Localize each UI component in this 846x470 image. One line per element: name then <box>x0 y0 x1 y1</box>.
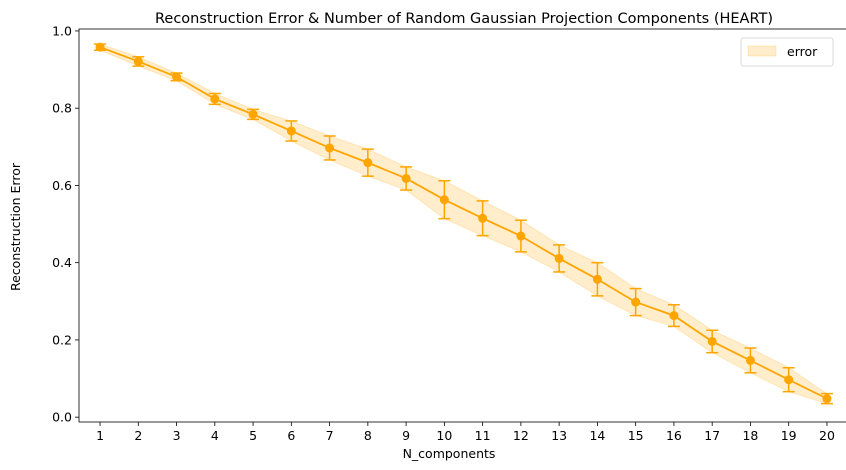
data-point <box>439 195 449 205</box>
data-point <box>133 56 143 66</box>
x-tick-label: 2 <box>134 428 142 443</box>
y-axis-ticks: 0.0 0.2 0.4 0.6 0.8 1.0 <box>52 23 79 425</box>
x-tick-label: 10 <box>436 428 452 443</box>
x-tick-label: 14 <box>589 428 605 443</box>
data-point <box>363 158 373 168</box>
x-axis-ticks: 1 2 3 4 5 6 7 8 9 10 11 12 13 14 15 16 17 18 19 20 <box>96 422 835 443</box>
error-band-layer <box>99 43 828 405</box>
x-tick-label: 11 <box>475 428 491 443</box>
data-point <box>554 253 564 263</box>
x-tick-label: 9 <box>402 428 410 443</box>
x-tick-label: 4 <box>211 428 219 443</box>
x-tick-label: 19 <box>781 428 797 443</box>
x-tick-label: 8 <box>364 428 372 443</box>
x-tick-label: 6 <box>287 428 295 443</box>
data-point <box>478 213 488 223</box>
data-point <box>286 126 296 136</box>
legend-swatch-error <box>747 45 777 57</box>
y-axis-label: Reconstruction Error <box>8 162 23 291</box>
data-point <box>248 109 258 119</box>
x-tick-label: 15 <box>628 428 644 443</box>
data-point <box>325 143 335 153</box>
x-tick-label: 17 <box>704 428 720 443</box>
data-point <box>822 394 832 404</box>
legend-frame <box>740 37 834 67</box>
y-tick-label: 0.2 <box>52 332 72 347</box>
x-tick-label: 5 <box>249 428 257 443</box>
series-line-layer <box>99 46 828 400</box>
x-tick-label: 12 <box>513 428 529 443</box>
data-point <box>516 231 526 241</box>
x-tick-label: 1 <box>96 428 104 443</box>
y-tick-label: 0.6 <box>52 178 72 193</box>
data-point <box>707 336 717 346</box>
x-tick-label: 3 <box>173 428 181 443</box>
data-point <box>592 274 602 284</box>
data-point <box>401 173 411 183</box>
series-line-error <box>99 46 828 400</box>
legend: error <box>740 37 834 67</box>
data-point <box>172 72 182 82</box>
x-tick-label: 16 <box>666 428 682 443</box>
data-point <box>95 42 105 52</box>
data-point <box>210 94 220 104</box>
error-band <box>99 43 828 405</box>
x-tick-label: 13 <box>551 428 567 443</box>
x-tick-label: 20 <box>819 428 835 443</box>
y-tick-label: 1.0 <box>52 23 72 38</box>
x-tick-label: 7 <box>326 428 334 443</box>
data-point <box>631 297 641 307</box>
y-tick-label: 0.0 <box>52 410 72 425</box>
data-point <box>669 311 679 321</box>
plot-area-frame <box>78 28 846 423</box>
data-point <box>745 355 755 365</box>
data-point-layer <box>95 42 832 404</box>
x-axis-label: N_components <box>403 446 496 461</box>
x-tick-label: 18 <box>742 428 758 443</box>
y-tick-label: 0.4 <box>52 255 72 270</box>
chart-title: Reconstruction Error & Number of Random … <box>155 11 773 27</box>
legend-label-error: error <box>787 44 818 59</box>
data-point <box>784 375 794 385</box>
y-tick-label: 0.8 <box>52 101 72 116</box>
